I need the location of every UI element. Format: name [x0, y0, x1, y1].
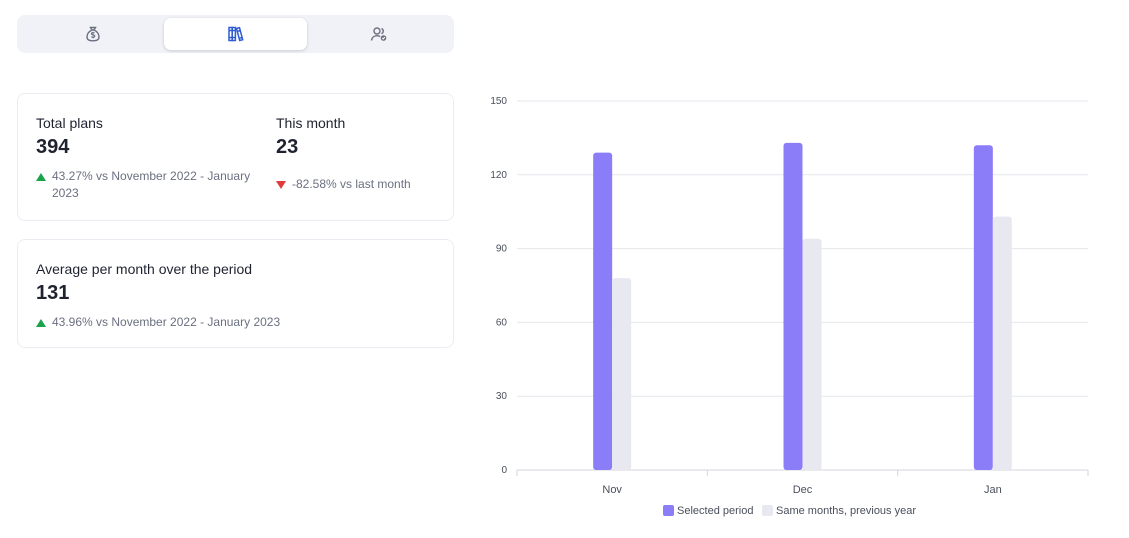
stat-delta: -82.58% vs last month: [276, 176, 446, 193]
stat-value: 23: [276, 136, 299, 158]
delta-text: 43.96% vs November 2022 - January 2023: [52, 315, 281, 329]
delta-text: -82.58% vs last month: [292, 177, 411, 191]
total-plans-card: Total plans 394 43.27% vs November 2022 …: [17, 93, 454, 221]
y-tick-label: 30: [496, 391, 508, 402]
stat-delta: 43.96% vs November 2022 - January 2023: [36, 314, 436, 331]
y-tick-label: 150: [490, 96, 507, 107]
bar-1: [612, 278, 632, 470]
average-stat: Average per month over the period 131 43…: [36, 261, 436, 331]
this-month-stat: This month 23 -82.58% vs last month: [276, 115, 446, 193]
books-icon: [227, 26, 244, 42]
bar-1: [802, 238, 822, 470]
bar-0: [973, 145, 993, 470]
delta-text: 43.27% vs November 2022 - January 2023: [52, 169, 251, 200]
average-card: Average per month over the period 131 43…: [17, 239, 454, 348]
trend-up-icon: [36, 173, 46, 181]
x-tick-label: Jan: [984, 484, 1002, 496]
stat-title: Average per month over the period: [36, 261, 253, 277]
trend-down-icon: [276, 181, 286, 189]
legend-label-previous: Same months, previous year: [776, 505, 916, 517]
stat-value: 131: [36, 282, 70, 304]
x-tick-label: Dec: [793, 484, 813, 496]
legend-swatch-selected: [663, 505, 674, 516]
view-tabs: [17, 15, 454, 53]
tab-revenue[interactable]: [21, 18, 164, 50]
y-tick-label: 0: [501, 465, 507, 476]
users-icon: [370, 27, 386, 41]
y-tick-label: 120: [490, 170, 507, 181]
trend-up-icon: [36, 319, 46, 327]
plans-bar-chart: 0 30 60 90 120 150 Nov Dec Jan Selected period Sam…: [490, 96, 1089, 517]
total-plans-stat: Total plans 394 43.27% vs November 2022 …: [36, 115, 251, 202]
legend-label-selected: Selected period: [677, 505, 753, 517]
bar-0: [593, 152, 613, 470]
tab-plans[interactable]: [164, 18, 307, 50]
stat-value: 394: [36, 136, 70, 158]
bar-1: [992, 216, 1012, 470]
stat-title: This month: [276, 115, 346, 131]
y-tick-label: 90: [496, 244, 508, 255]
money-bag-icon: [85, 26, 100, 42]
legend-swatch-previous: [762, 505, 773, 516]
tab-users[interactable]: [307, 18, 450, 50]
stat-title: Total plans: [36, 115, 103, 131]
bar-0: [783, 142, 803, 470]
y-tick-label: 60: [496, 317, 508, 328]
x-tick-label: Nov: [602, 484, 622, 496]
stat-delta: 43.27% vs November 2022 - January 2023: [36, 168, 251, 202]
